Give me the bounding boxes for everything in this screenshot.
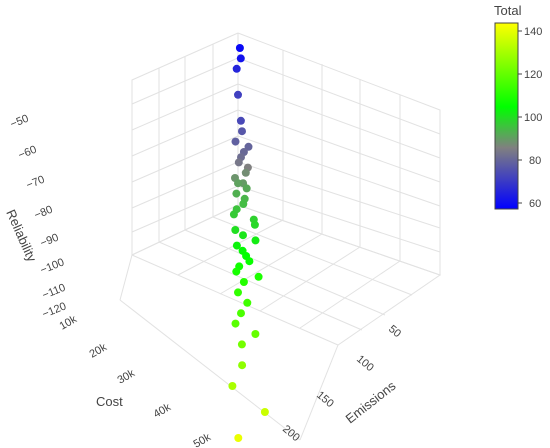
colorbar-tick: 120 bbox=[524, 69, 542, 81]
data-point bbox=[232, 64, 241, 73]
x-tick: 40k bbox=[152, 401, 174, 421]
z-tick: −50 bbox=[9, 113, 31, 131]
z-axis: −50 −60 −70 −80 −90 −100 −110 −120 Relia… bbox=[3, 113, 68, 321]
data-point bbox=[239, 278, 248, 286]
data-point bbox=[228, 382, 237, 390]
data-point bbox=[239, 231, 247, 240]
x-axis-title: Cost bbox=[96, 394, 123, 409]
x-axis: 10k 20k 30k 40k 50k Cost bbox=[58, 313, 214, 448]
colorbar-tick: 60 bbox=[529, 198, 541, 210]
data-point bbox=[235, 44, 244, 52]
x-tick: 10k bbox=[58, 313, 80, 333]
data-point bbox=[243, 298, 252, 307]
data-points bbox=[228, 44, 269, 442]
data-point bbox=[242, 184, 251, 193]
data-point bbox=[229, 210, 238, 219]
data-point bbox=[237, 309, 245, 318]
data-point bbox=[238, 361, 247, 370]
colorbar-gradient bbox=[494, 22, 519, 210]
colorbar-title: Total bbox=[494, 3, 522, 18]
data-point bbox=[231, 137, 240, 146]
y-tick: 150 bbox=[314, 389, 336, 410]
data-point bbox=[250, 220, 259, 229]
z-tick: −70 bbox=[25, 174, 47, 192]
data-point bbox=[232, 189, 241, 198]
data-point bbox=[239, 200, 248, 208]
data-point bbox=[232, 267, 241, 276]
data-point bbox=[245, 257, 254, 266]
data-point bbox=[244, 142, 253, 151]
y-tick: 100 bbox=[354, 353, 376, 374]
colorbar-tick: 80 bbox=[529, 155, 541, 167]
x-tick: 50k bbox=[192, 431, 214, 448]
colorbar-tick: 140 bbox=[524, 26, 542, 38]
data-point bbox=[234, 288, 242, 297]
data-point bbox=[234, 434, 243, 442]
data-point bbox=[231, 319, 240, 328]
y-axis: 50 100 150 200 Emissions bbox=[280, 323, 403, 444]
data-point bbox=[260, 408, 269, 416]
data-point bbox=[254, 272, 263, 281]
z-tick: −80 bbox=[33, 204, 55, 222]
gridlines bbox=[119, 32, 442, 441]
z-tick: −90 bbox=[39, 232, 61, 250]
data-point bbox=[238, 127, 246, 136]
colorbar: Total 140 120 100 80 60 bbox=[494, 3, 542, 210]
data-point bbox=[241, 168, 250, 177]
data-point bbox=[237, 340, 246, 349]
z-tick: −100 bbox=[39, 256, 66, 276]
data-point bbox=[251, 330, 260, 338]
x-tick: 30k bbox=[116, 367, 138, 387]
data-point bbox=[232, 241, 241, 250]
data-point bbox=[236, 54, 245, 63]
data-point bbox=[234, 90, 242, 99]
z-tick: −110 bbox=[41, 282, 68, 302]
data-point bbox=[234, 179, 242, 188]
x-tick: 20k bbox=[88, 341, 110, 361]
y-tick: 50 bbox=[386, 323, 403, 340]
y-tick: 200 bbox=[280, 423, 302, 444]
z-tick: −60 bbox=[17, 144, 39, 162]
data-point bbox=[236, 116, 245, 125]
y-axis-title: Emissions bbox=[343, 378, 399, 427]
data-point bbox=[251, 236, 260, 245]
data-point bbox=[231, 226, 240, 234]
data-point bbox=[234, 158, 243, 167]
colorbar-tick: 100 bbox=[524, 112, 542, 124]
